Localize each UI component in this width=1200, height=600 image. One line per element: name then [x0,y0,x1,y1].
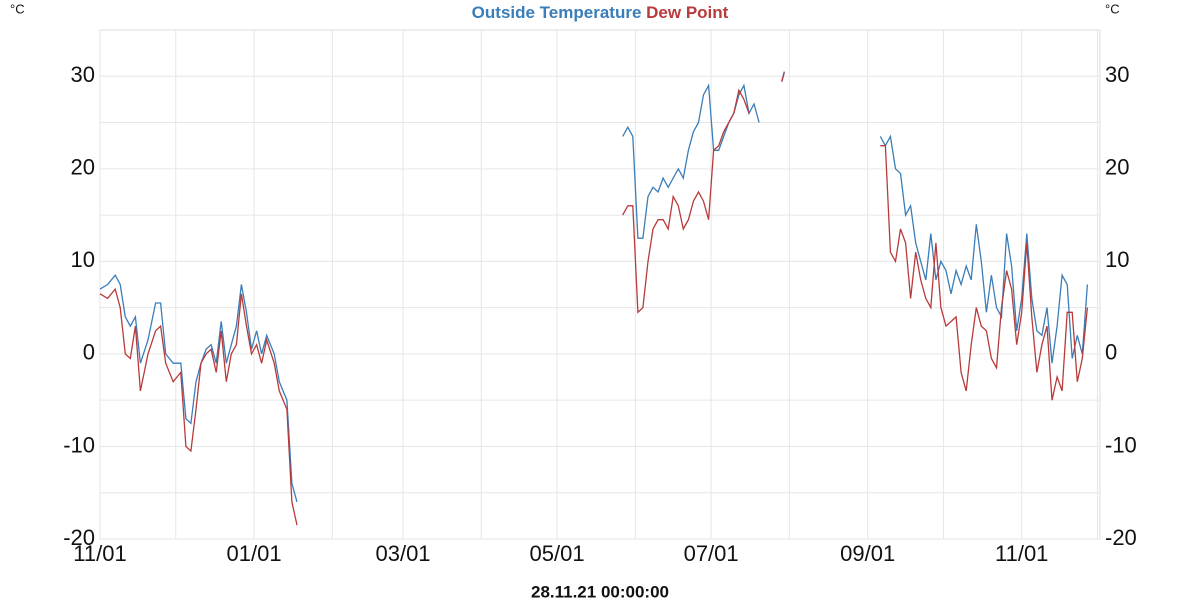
y2-tick-label: 30 [1105,62,1129,87]
y2-tick-label: 20 [1105,155,1129,180]
y-tick-label: 0 [83,340,95,365]
series-line [99,72,1089,526]
x-tick-label: 09/01 [840,541,895,566]
y-tick-label: 10 [71,247,95,272]
x-tick-label: 07/01 [684,541,739,566]
x-tick-label: 03/01 [375,541,430,566]
y2-tick-label: 0 [1105,340,1117,365]
y-tick-label: -10 [63,432,95,457]
legend-entry: Dew Point [646,3,729,22]
y-tick-label: 30 [71,62,95,87]
x-tick-label: 01/01 [227,541,282,566]
plot-frame [99,29,1101,540]
footer: 28.11.21 00:00:00 [531,582,669,600]
y-unit-right: °C [1105,1,1120,16]
legend: Outside Temperature Dew Point [472,3,729,22]
legend-entry: Outside Temperature [472,3,642,22]
x-tick-label: 05/01 [530,541,585,566]
x-tick-label: 11/01 [995,541,1048,566]
y-tick-label: -20 [63,525,95,550]
y-unit-left: °C [10,1,25,16]
y2-tick-label: 10 [1105,247,1129,272]
x-tick-label: 11/01 [73,541,126,566]
series-line [99,71,1089,503]
y2-tick-label: -20 [1105,525,1137,550]
y-tick-label: 20 [71,155,95,180]
y2-tick-label: -10 [1105,432,1137,457]
